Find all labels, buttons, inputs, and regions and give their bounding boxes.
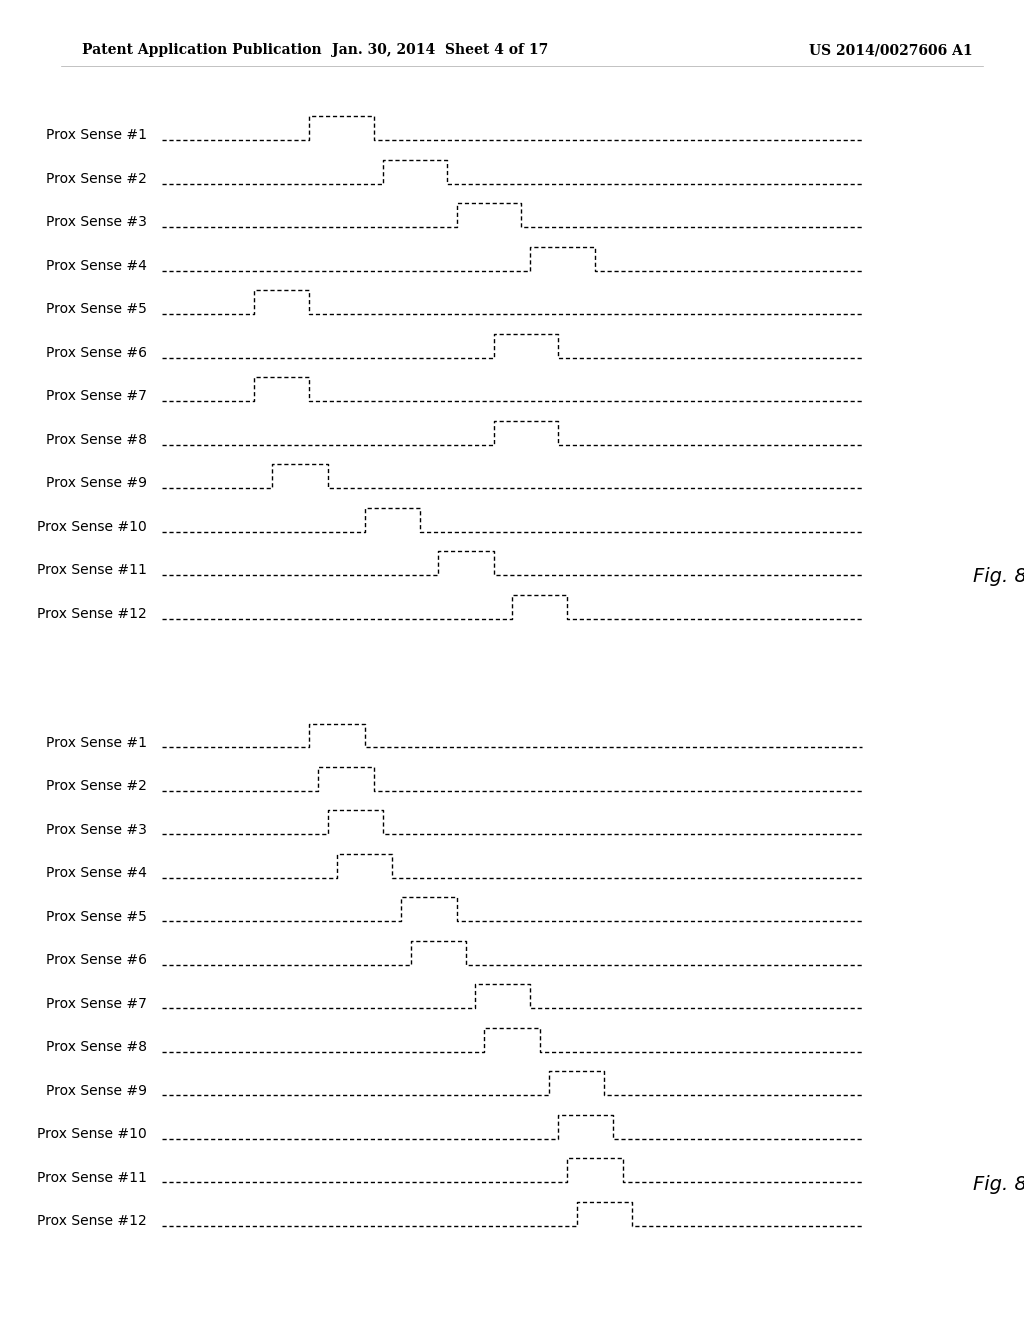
Text: Prox Sense #4: Prox Sense #4 <box>46 866 147 880</box>
Text: Prox Sense #6: Prox Sense #6 <box>46 346 147 360</box>
Text: Prox Sense #2: Prox Sense #2 <box>46 172 147 186</box>
Text: Prox Sense #11: Prox Sense #11 <box>37 1171 147 1184</box>
Text: Prox Sense #4: Prox Sense #4 <box>46 259 147 273</box>
Text: Prox Sense #12: Prox Sense #12 <box>37 607 147 620</box>
Text: Prox Sense #12: Prox Sense #12 <box>37 1214 147 1228</box>
Text: Fig. 8a: Fig. 8a <box>973 568 1024 586</box>
Text: Prox Sense #1: Prox Sense #1 <box>46 735 147 750</box>
Text: Prox Sense #10: Prox Sense #10 <box>37 1127 147 1140</box>
Text: Prox Sense #8: Prox Sense #8 <box>46 1040 147 1055</box>
Text: Prox Sense #6: Prox Sense #6 <box>46 953 147 968</box>
Text: Prox Sense #3: Prox Sense #3 <box>46 822 147 837</box>
Text: Prox Sense #3: Prox Sense #3 <box>46 215 147 230</box>
Text: Prox Sense #5: Prox Sense #5 <box>46 302 147 317</box>
Text: Prox Sense #11: Prox Sense #11 <box>37 564 147 577</box>
Text: Prox Sense #9: Prox Sense #9 <box>46 477 147 490</box>
Text: Prox Sense #1: Prox Sense #1 <box>46 128 147 143</box>
Text: Jan. 30, 2014  Sheet 4 of 17: Jan. 30, 2014 Sheet 4 of 17 <box>332 44 549 57</box>
Text: Prox Sense #10: Prox Sense #10 <box>37 520 147 533</box>
Text: Prox Sense #8: Prox Sense #8 <box>46 433 147 447</box>
Text: Patent Application Publication: Patent Application Publication <box>82 44 322 57</box>
Text: Prox Sense #5: Prox Sense #5 <box>46 909 147 924</box>
Text: US 2014/0027606 A1: US 2014/0027606 A1 <box>809 44 973 57</box>
Text: Prox Sense #7: Prox Sense #7 <box>46 389 147 404</box>
Text: Prox Sense #7: Prox Sense #7 <box>46 997 147 1011</box>
Text: Prox Sense #9: Prox Sense #9 <box>46 1084 147 1097</box>
Text: Fig. 8b: Fig. 8b <box>973 1175 1024 1193</box>
Text: Prox Sense #2: Prox Sense #2 <box>46 779 147 793</box>
